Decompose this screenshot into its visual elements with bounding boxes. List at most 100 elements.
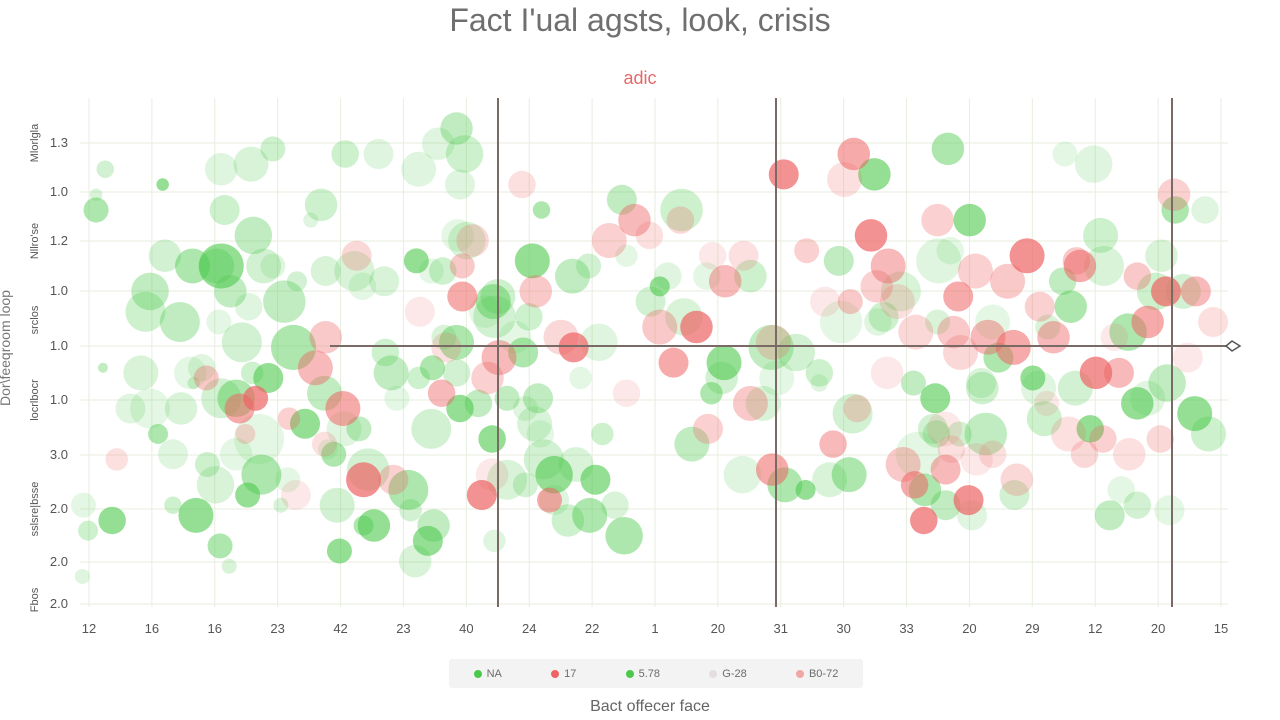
green-bubble	[936, 236, 964, 265]
green-bubble	[1145, 239, 1178, 273]
green-bubble	[920, 383, 951, 414]
green-bubble	[83, 197, 109, 223]
red-bubble	[277, 407, 301, 430]
red-bubble	[341, 240, 372, 271]
red-bubble	[1050, 416, 1086, 452]
green-bubble	[706, 345, 742, 381]
red-bubble	[953, 485, 984, 516]
red-bubble	[449, 253, 475, 279]
green-bubble	[999, 480, 1030, 511]
green-bubble	[440, 112, 473, 145]
green-bubble	[864, 308, 892, 336]
red-bubble	[810, 286, 841, 317]
green-bubble	[303, 212, 319, 228]
green-bubble	[78, 520, 99, 541]
red-bubble	[680, 310, 713, 344]
green-bubble	[260, 253, 286, 279]
green-bubble	[235, 292, 263, 321]
green-bubble	[605, 516, 643, 555]
legend-label: 17	[564, 667, 577, 680]
green-bubble	[98, 506, 126, 535]
red-bubble	[943, 281, 974, 312]
green-bubble	[805, 359, 834, 387]
green-bubble	[916, 238, 962, 284]
y-side-label: Fbos	[29, 587, 41, 612]
green-bubble	[221, 322, 262, 363]
red-bubble	[827, 161, 863, 197]
chart-subtitle: adic	[623, 68, 657, 88]
green-bubble	[131, 272, 169, 311]
green-bubble	[606, 184, 637, 215]
x-tick-label: 16	[208, 621, 222, 636]
green-bubble	[196, 466, 235, 504]
green-bubble	[660, 188, 703, 232]
red-bubble	[1180, 276, 1211, 307]
x-tick-label: 22	[585, 621, 599, 636]
green-bubble	[1094, 500, 1125, 531]
green-bubble	[1177, 396, 1213, 432]
green-bubble	[234, 414, 285, 465]
legend-label: B0-72	[808, 667, 839, 680]
red-bubble	[1113, 438, 1146, 471]
x-tick-label: 31	[774, 621, 788, 636]
green-bubble	[966, 368, 997, 399]
green-bubble	[209, 194, 240, 225]
green-bubble	[966, 371, 999, 405]
green-bubble	[464, 389, 493, 418]
green-bubble	[321, 441, 347, 467]
green-bubble	[819, 300, 863, 344]
red-bubble	[995, 329, 1031, 365]
red-bubble	[837, 289, 863, 315]
red-bubble	[1070, 440, 1099, 469]
y-side-label: locrlbocr	[29, 379, 41, 421]
red-bubble	[1024, 291, 1055, 322]
y-tick-label: 1.0	[50, 283, 68, 298]
legend-label: NA	[486, 667, 502, 680]
green-bubble	[384, 385, 410, 411]
red-bubble	[879, 284, 915, 320]
green-bubble	[526, 420, 555, 448]
red-bubble	[926, 411, 962, 447]
green-bubble	[569, 366, 592, 390]
chart-title: Fact I'ual agsts, look, crisis	[449, 2, 831, 38]
red-bubble	[1172, 342, 1203, 373]
red-bubble	[447, 281, 478, 312]
red-bubble	[346, 462, 382, 498]
red-bubble	[910, 506, 938, 535]
green-bubble	[74, 568, 90, 584]
red-bubble	[937, 435, 966, 463]
red-bubble	[658, 347, 689, 378]
red-bubble	[1000, 463, 1034, 496]
x-tick-label: 29	[1025, 621, 1039, 636]
x-tick-label: 23	[396, 621, 410, 636]
green-bubble	[157, 439, 188, 470]
green-bubble	[734, 259, 767, 293]
red-bubble	[456, 224, 489, 257]
green-bubble	[419, 355, 445, 381]
red-bubble	[1103, 357, 1134, 388]
green-bubble	[591, 422, 614, 446]
x-tick-label: 33	[899, 621, 913, 636]
green-bubble	[96, 160, 115, 179]
green-bubble	[235, 482, 261, 508]
green-bubble	[70, 492, 96, 518]
green-bubble	[194, 451, 220, 477]
red-bubble	[819, 430, 847, 458]
green-bubble	[473, 295, 516, 339]
green-bubble	[273, 497, 289, 513]
red-bubble	[508, 170, 536, 199]
red-bubble	[978, 440, 1007, 469]
red-bubble	[794, 238, 820, 264]
green-bubble	[448, 221, 486, 260]
green-bubble	[1121, 387, 1154, 420]
x-tick-label: 30	[836, 621, 850, 636]
green-bubble	[286, 271, 307, 292]
green-bubble	[159, 301, 200, 342]
legend-item: NA	[473, 667, 502, 680]
green-bubble	[97, 362, 108, 373]
green-bubble	[271, 324, 317, 370]
legend-item: 17	[551, 668, 576, 680]
green-bubble	[1154, 495, 1185, 526]
x-tick-label: 20	[711, 621, 725, 636]
x-tick-label: 12	[82, 621, 96, 636]
